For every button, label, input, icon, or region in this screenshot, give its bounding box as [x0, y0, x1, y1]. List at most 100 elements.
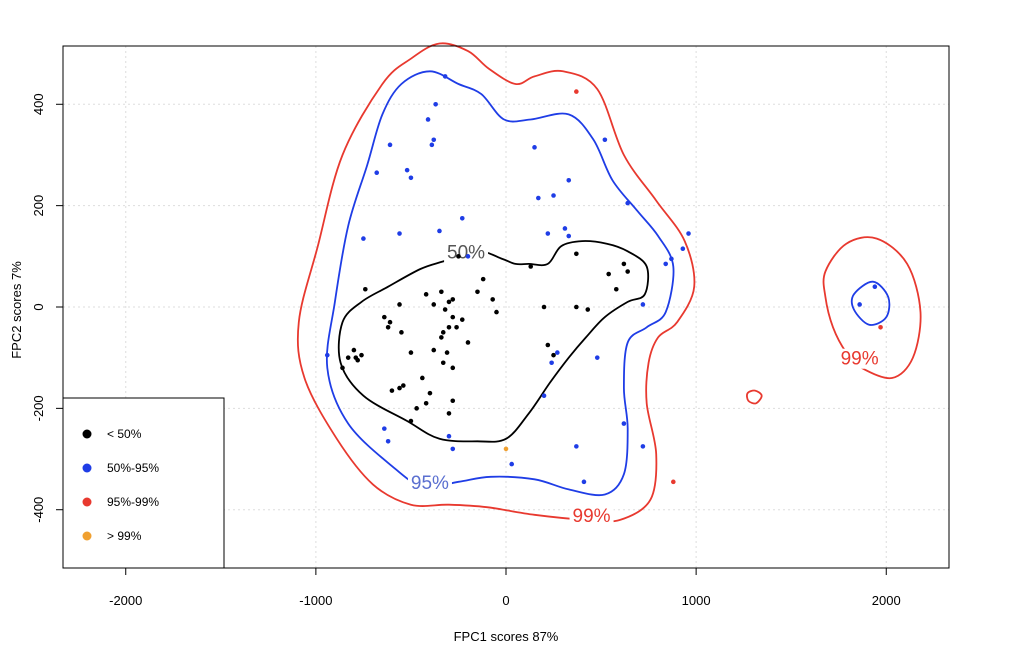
data-point	[555, 350, 560, 355]
contour-label: 95%	[411, 473, 449, 494]
data-point	[528, 264, 534, 269]
data-point	[680, 246, 686, 252]
data-point	[465, 254, 471, 259]
data-point	[446, 411, 452, 416]
x-tick-label: -1000	[299, 593, 332, 608]
data-point	[454, 324, 459, 330]
contour-label: 99%	[573, 506, 611, 527]
data-point	[669, 256, 674, 262]
data-point	[399, 330, 404, 335]
legend: < 50% 50%-95% 95%-99% > 99%	[62, 397, 225, 569]
y-tick-label: 0	[31, 303, 46, 310]
data-point	[361, 236, 366, 241]
data-point	[324, 352, 330, 358]
data-point	[423, 292, 429, 297]
data-point	[440, 360, 446, 366]
data-point	[397, 302, 402, 307]
data-point	[440, 330, 446, 335]
data-point	[490, 297, 495, 302]
data-point	[606, 271, 611, 277]
data-point	[625, 269, 630, 274]
legend-box	[62, 397, 225, 569]
legend-label: < 50%	[107, 427, 142, 441]
data-point	[549, 360, 554, 366]
data-point	[465, 340, 471, 345]
data-point	[566, 233, 572, 239]
data-point	[427, 390, 433, 396]
data-point	[431, 137, 437, 143]
data-point	[545, 231, 551, 236]
data-point	[374, 170, 380, 175]
data-point	[475, 289, 480, 295]
data-point	[450, 314, 456, 320]
x-tick-label: 1000	[682, 593, 711, 608]
data-point	[545, 342, 551, 348]
data-point	[387, 142, 393, 148]
legend-marker	[82, 531, 92, 541]
data-point	[423, 400, 429, 406]
data-point	[446, 433, 452, 439]
data-point	[382, 314, 387, 320]
data-point	[442, 307, 448, 312]
data-point	[574, 89, 579, 94]
data-point	[450, 365, 456, 371]
data-point	[387, 319, 393, 325]
contour-lines	[296, 42, 922, 523]
y-tick-label: -400	[31, 497, 46, 523]
data-points	[324, 74, 883, 485]
data-point	[450, 297, 456, 302]
data-point	[446, 324, 452, 330]
legend-marker	[82, 429, 92, 439]
data-point	[621, 421, 627, 426]
x-tick-label: 2000	[872, 593, 901, 608]
contour-label-backdrop	[407, 472, 452, 493]
data-point	[574, 304, 579, 310]
data-point	[433, 101, 438, 107]
data-point	[401, 383, 406, 388]
data-point	[414, 406, 419, 411]
data-point	[613, 286, 619, 292]
data-point	[363, 286, 368, 292]
contour-label-backdrop	[569, 505, 614, 526]
legend-marker	[82, 497, 92, 507]
data-point	[431, 347, 437, 353]
data-point	[494, 309, 499, 315]
legend-label: > 99%	[107, 529, 142, 543]
data-point	[551, 352, 556, 358]
contour-label-backdrop	[444, 242, 489, 263]
contour-label: 50%	[447, 242, 485, 263]
data-point	[585, 307, 591, 312]
data-point	[397, 385, 402, 391]
data-point	[574, 251, 579, 257]
data-point	[625, 200, 630, 206]
data-point	[382, 426, 387, 431]
data-point	[397, 231, 402, 236]
y-tick-label: 400	[31, 93, 46, 115]
data-point	[456, 254, 461, 259]
data-point	[437, 228, 442, 234]
data-point	[359, 352, 364, 358]
data-point	[389, 388, 395, 393]
data-point	[562, 226, 568, 231]
contour-labels: 50% 95% 99% 99%	[407, 242, 882, 527]
data-point	[439, 289, 444, 295]
data-point	[621, 261, 627, 267]
x-tick-label: 0	[502, 593, 509, 608]
y-tick-label: 200	[31, 195, 46, 217]
data-point	[351, 347, 357, 353]
data-point	[640, 302, 646, 307]
data-point	[536, 195, 541, 201]
data-point	[686, 231, 691, 236]
data-point	[444, 350, 450, 355]
data-point	[442, 74, 448, 79]
data-point	[541, 304, 547, 310]
data-point	[459, 216, 465, 221]
y-axis-title: FPC2 scores 7%	[9, 261, 24, 359]
data-point	[429, 142, 435, 148]
legend-label: 50%-95%	[107, 461, 159, 475]
data-point	[408, 350, 414, 355]
x-axis-title: FPC1 scores 87%	[454, 629, 559, 644]
data-point	[878, 324, 883, 330]
